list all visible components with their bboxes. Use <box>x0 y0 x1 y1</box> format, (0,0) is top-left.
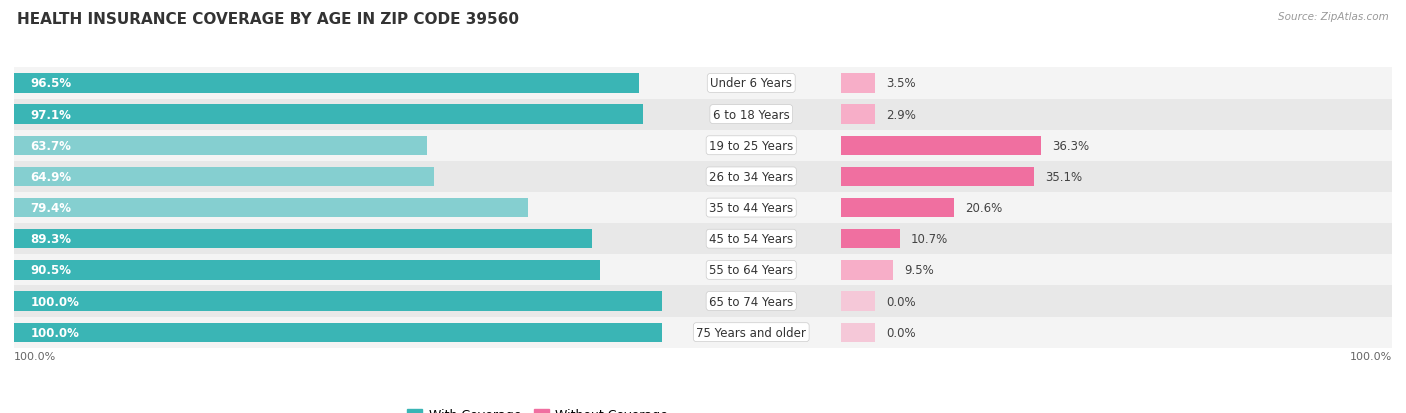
Bar <box>14 105 643 124</box>
Text: Under 6 Years: Under 6 Years <box>710 77 792 90</box>
Text: 97.1%: 97.1% <box>31 108 72 121</box>
Text: Source: ZipAtlas.com: Source: ZipAtlas.com <box>1278 12 1389 22</box>
Text: 100.0%: 100.0% <box>1350 351 1392 361</box>
Bar <box>841 74 876 93</box>
Text: 89.3%: 89.3% <box>31 233 72 246</box>
Bar <box>14 261 600 280</box>
Bar <box>14 317 1392 348</box>
Text: 2.9%: 2.9% <box>886 108 917 121</box>
Text: 64.9%: 64.9% <box>31 171 72 183</box>
Legend: With Coverage, Without Coverage: With Coverage, Without Coverage <box>402 404 673 413</box>
Bar <box>14 136 426 156</box>
Bar <box>14 323 662 342</box>
Bar <box>14 292 662 311</box>
Bar <box>14 286 1392 317</box>
Text: 63.7%: 63.7% <box>31 140 72 152</box>
Text: 100.0%: 100.0% <box>31 326 80 339</box>
Text: 9.5%: 9.5% <box>904 264 934 277</box>
Bar <box>841 261 893 280</box>
Text: 90.5%: 90.5% <box>31 264 72 277</box>
Text: 0.0%: 0.0% <box>886 295 915 308</box>
Bar <box>14 74 638 93</box>
Text: 6 to 18 Years: 6 to 18 Years <box>713 108 790 121</box>
Bar <box>841 292 876 311</box>
Bar <box>841 136 1040 156</box>
Bar <box>841 198 955 218</box>
Text: 36.3%: 36.3% <box>1052 140 1090 152</box>
Text: 26 to 34 Years: 26 to 34 Years <box>709 171 793 183</box>
Text: 35.1%: 35.1% <box>1045 171 1083 183</box>
Text: 75 Years and older: 75 Years and older <box>696 326 806 339</box>
Bar <box>14 161 1392 192</box>
Text: 65 to 74 Years: 65 to 74 Years <box>709 295 793 308</box>
Bar <box>841 323 876 342</box>
Text: 10.7%: 10.7% <box>911 233 948 246</box>
Text: HEALTH INSURANCE COVERAGE BY AGE IN ZIP CODE 39560: HEALTH INSURANCE COVERAGE BY AGE IN ZIP … <box>17 12 519 27</box>
Text: 100.0%: 100.0% <box>31 295 80 308</box>
Bar <box>14 230 592 249</box>
Bar <box>14 255 1392 286</box>
Text: 19 to 25 Years: 19 to 25 Years <box>709 140 793 152</box>
Bar <box>841 105 876 124</box>
Text: 55 to 64 Years: 55 to 64 Years <box>709 264 793 277</box>
Bar <box>14 223 1392 255</box>
Bar <box>14 192 1392 223</box>
Text: 96.5%: 96.5% <box>31 77 72 90</box>
Bar <box>14 167 434 187</box>
Bar <box>841 230 900 249</box>
Bar <box>14 131 1392 161</box>
Bar <box>14 99 1392 131</box>
Bar <box>841 167 1035 187</box>
Text: 35 to 44 Years: 35 to 44 Years <box>709 202 793 214</box>
Text: 79.4%: 79.4% <box>31 202 72 214</box>
Bar <box>14 68 1392 99</box>
Text: 45 to 54 Years: 45 to 54 Years <box>709 233 793 246</box>
Text: 20.6%: 20.6% <box>966 202 1002 214</box>
Text: 100.0%: 100.0% <box>14 351 56 361</box>
Bar <box>14 198 529 218</box>
Text: 0.0%: 0.0% <box>886 326 915 339</box>
Text: 3.5%: 3.5% <box>886 77 915 90</box>
